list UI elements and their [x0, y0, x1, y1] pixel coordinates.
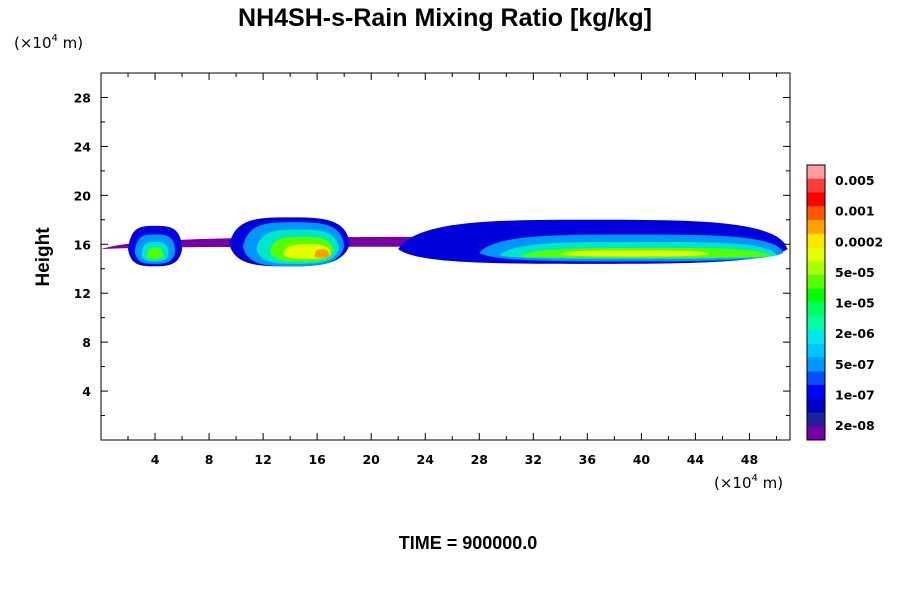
x-tick-label: 36 [579, 452, 597, 467]
colorbar-swatch [807, 275, 825, 290]
x-tick-label: 24 [417, 452, 435, 467]
colorbar-swatch [807, 330, 825, 345]
colorbar-swatch [807, 206, 825, 221]
y-unit-label: (×104 m) [14, 33, 83, 52]
colorbar-swatch [807, 357, 825, 372]
colorbar-swatch [807, 247, 825, 262]
colorbar-label: 0.001 [835, 204, 875, 219]
colorbar-label: 1e-05 [835, 296, 875, 311]
colorbar-swatch [807, 261, 825, 276]
colorbar-swatch [807, 412, 825, 427]
colorbar-swatch [807, 343, 825, 358]
colorbar: 0.005 0.001 0.0002 5e-05 1e-05 2e-06 5e-07 1e-0… [806, 164, 883, 441]
colorbar-swatch [807, 371, 825, 386]
colorbar-swatch [807, 302, 825, 317]
colorbar-swatch [807, 165, 825, 180]
x-tick-label: 48 [741, 452, 758, 467]
plot-frame [100, 72, 791, 441]
y-tick-label: 8 [82, 335, 91, 350]
colorbar-swatch [807, 426, 825, 441]
y-tick-label: 28 [74, 90, 91, 105]
contour-0.0002-blob-0 [314, 249, 330, 258]
x-tick-label: 28 [471, 452, 488, 467]
x-tick-label: 4 [151, 452, 160, 467]
chart-title: NH4SH-s-Rain Mixing Ratio [kg/kg] [238, 4, 652, 32]
y-tick-label: 24 [74, 139, 92, 154]
colorbar-swatch [807, 398, 825, 413]
colorbar-label: 0.005 [835, 173, 875, 188]
colorbar-label: 5e-05 [835, 265, 875, 280]
colorbar-label: 5e-07 [835, 357, 875, 372]
svg-text:(×104 m): (×104 m) [14, 33, 83, 52]
contour-fill [101, 217, 789, 267]
x-tick-label: 20 [362, 452, 380, 467]
colorbar-swatch [807, 178, 825, 193]
x-tick-label: 40 [633, 452, 651, 467]
y-tick-label: 20 [74, 188, 92, 203]
x-tick-label: 44 [687, 452, 705, 467]
x-tick-label: 12 [254, 452, 271, 467]
x-tick-label: 16 [308, 452, 326, 467]
svg-text:(×104 m): (×104 m) [714, 473, 783, 492]
x-unit-label: (×104 m) [714, 473, 783, 492]
contour-1e-05-blob-0 [146, 247, 164, 259]
colorbar-swatch [807, 316, 825, 331]
time-label: TIME = 900000.0 [399, 533, 538, 553]
colorbar-frame [806, 164, 826, 441]
colorbar-swatch [807, 192, 825, 207]
colorbar-label: 2e-08 [835, 418, 875, 433]
y-axis-label: Height [33, 227, 54, 287]
colorbar-label: 2e-06 [835, 326, 875, 341]
colorbar-swatch [807, 220, 825, 235]
colorbar-swatch [807, 385, 825, 400]
colorbar-swatch [807, 233, 825, 248]
colorbar-swatch [807, 288, 825, 303]
y-tick-label: 16 [74, 237, 92, 252]
x-tick-label: 32 [525, 452, 542, 467]
y-tick-label: 12 [74, 286, 91, 301]
contour-5e-05-blob-1 [560, 250, 709, 257]
colorbar-label: 1e-07 [835, 387, 875, 402]
colorbar-label: 0.0002 [835, 234, 883, 249]
y-tick-label: 4 [82, 384, 91, 399]
x-tick-label: 8 [205, 452, 214, 467]
